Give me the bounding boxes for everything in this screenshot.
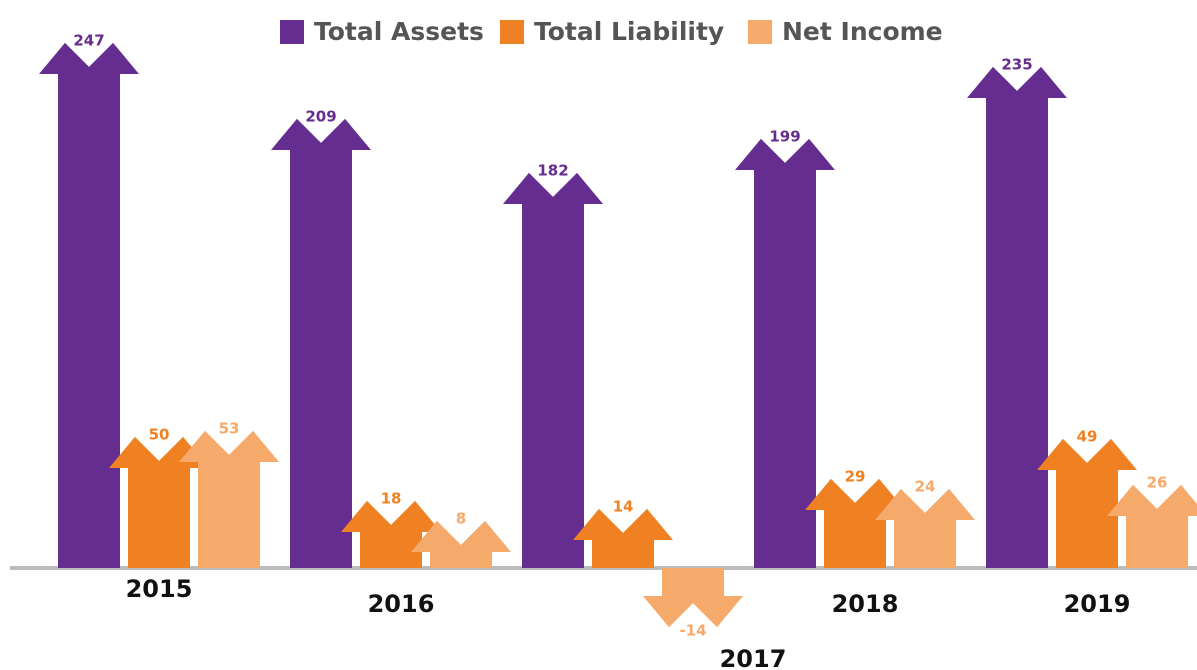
legend-label: Total Liability [534, 17, 724, 46]
value-label: 209 [305, 108, 336, 126]
arrow-bar [109, 408, 209, 568]
x-tick-label: 2015 [126, 575, 193, 603]
arrow-bar [875, 460, 975, 568]
value-label: 50 [149, 426, 170, 444]
arrow-bar [967, 38, 1067, 568]
value-label: 199 [769, 128, 800, 146]
arrow-bar [1037, 410, 1137, 568]
arrow-bar [179, 402, 279, 568]
legend-swatch [748, 20, 772, 44]
value-label: 182 [537, 162, 568, 180]
legend-label: Total Assets [314, 17, 484, 46]
value-label: 235 [1001, 56, 1032, 74]
x-tick-label: 2016 [368, 590, 435, 618]
arrow-bar [39, 14, 139, 568]
value-label: 29 [845, 468, 866, 486]
value-label: 14 [613, 498, 634, 516]
value-label: -14 [679, 622, 706, 640]
legend-label: Net Income [782, 17, 943, 46]
x-tick-label: 2018 [832, 590, 899, 618]
arrow-bar [735, 110, 835, 568]
arrow-bar [271, 90, 371, 568]
value-badge [132, 407, 186, 461]
value-badge [202, 401, 256, 455]
legend-swatch [280, 20, 304, 44]
arrow-bar [805, 450, 905, 568]
value-label: 24 [915, 478, 936, 496]
value-label: 49 [1077, 428, 1098, 446]
value-badge [62, 13, 116, 67]
legend-swatch [500, 20, 524, 44]
value-label: 18 [381, 490, 402, 508]
x-tick-label: 2019 [1064, 590, 1131, 618]
value-badge [294, 89, 348, 143]
value-label: 8 [456, 510, 466, 528]
value-badge [364, 471, 418, 525]
value-label: 53 [219, 420, 240, 438]
value-label: 247 [73, 32, 104, 50]
x-tick-label: 2017 [720, 645, 787, 670]
arrow-bar [503, 144, 603, 568]
value-label: 26 [1147, 474, 1168, 492]
